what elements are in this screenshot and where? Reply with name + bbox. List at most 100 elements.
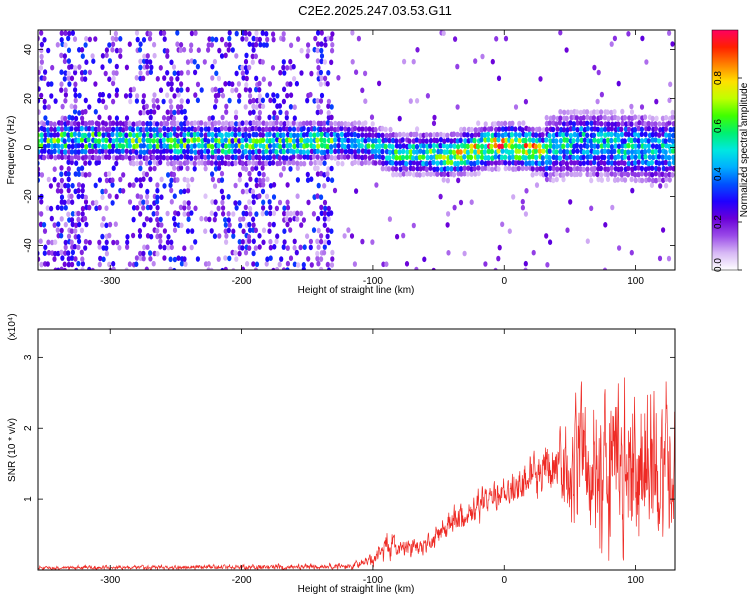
spectrogram-cell	[257, 126, 262, 132]
spectrogram-cell	[73, 69, 78, 76]
spectrogram-cell	[643, 171, 649, 177]
spectrogram-cell	[141, 176, 146, 182]
spectrogram-cell	[253, 125, 258, 132]
spectrogram-cell	[305, 233, 310, 239]
spectrogram-cell	[411, 58, 416, 65]
spectrogram-cell	[189, 244, 194, 251]
spectrogram-cell	[401, 148, 406, 155]
spectrogram-cell	[114, 36, 119, 42]
spectrogram-cell	[636, 137, 641, 144]
spectrogram-cell	[380, 132, 385, 139]
spectrogram-cell	[248, 176, 253, 182]
spectrogram-cell	[52, 256, 57, 262]
spectrogram-cell	[333, 143, 338, 149]
spectrogram-cell	[359, 160, 364, 167]
spectrogram-cell	[77, 238, 82, 245]
spectrogram-cell	[661, 121, 666, 127]
spectrogram-cell	[267, 228, 272, 234]
spectrogram-cell	[93, 182, 98, 189]
spectrogram-x-tick-label: 100	[627, 276, 644, 287]
spectrogram-cell	[87, 239, 92, 246]
spectrogram-cell	[425, 171, 430, 177]
spectrogram-cell	[220, 267, 225, 270]
spectrogram-cell	[145, 120, 150, 127]
spectrogram-cell	[227, 97, 232, 104]
spectrogram-cell	[381, 160, 386, 167]
spectrogram-cell	[244, 69, 249, 75]
spectrogram-cell	[55, 227, 60, 233]
spectrogram-cell	[70, 211, 75, 217]
spectrogram-cell	[145, 244, 150, 250]
spectrogram-cell	[172, 120, 177, 127]
spectrogram-cell	[148, 250, 153, 256]
spectrogram-cell	[311, 120, 317, 126]
spectrogram-cell	[104, 245, 109, 251]
spectrogram-cell	[395, 233, 400, 240]
spectrogram-cell	[592, 109, 597, 115]
spectrogram-cell	[42, 154, 47, 161]
spectrogram-cell	[148, 69, 153, 75]
spectrogram-cell	[592, 165, 597, 172]
spectrogram-cell	[176, 138, 181, 144]
spectrogram-cell	[636, 159, 641, 166]
spectrogram-cell	[626, 31, 631, 37]
spectrogram-cell	[568, 154, 573, 160]
spectrogram-cell	[192, 160, 197, 167]
spectrogram-cell	[110, 131, 115, 138]
spectrogram-cell	[609, 171, 614, 177]
spectrogram-cell	[325, 261, 330, 268]
spectrogram-cell	[80, 193, 85, 200]
spectrogram-cell	[159, 121, 164, 127]
spectrogram-cell	[221, 211, 226, 217]
spectrogram-cell	[605, 137, 611, 144]
spectrogram-cell	[251, 261, 256, 267]
spectrogram-cell	[438, 193, 443, 200]
spectrogram-cell	[94, 148, 99, 155]
spectrogram-cell	[483, 155, 488, 161]
spectrogram-cell	[448, 154, 454, 161]
spectrogram-cell	[67, 143, 72, 150]
spectrogram-cell	[407, 143, 412, 150]
spectrogram-cell	[107, 193, 112, 199]
spectrogram-cell	[667, 132, 672, 139]
spectrogram-x-ticks: -300 -200 -100 0 100	[100, 30, 644, 287]
spectrogram-cell	[489, 126, 494, 132]
spectrogram-cell	[270, 65, 276, 71]
spectrogram-cell	[210, 125, 215, 132]
spectrogram-cell	[148, 176, 153, 183]
spectrogram-cell	[141, 75, 146, 82]
spectrogram-cell	[315, 165, 320, 171]
spectrogram-cell	[206, 261, 211, 267]
spectrogram-cell	[185, 154, 190, 160]
spectrogram-cell	[226, 217, 231, 223]
spectrogram-cell	[591, 115, 597, 121]
spectrogram-cell	[243, 30, 248, 36]
spectrogram-cell	[73, 81, 78, 88]
spectrogram-cell	[192, 166, 197, 172]
spectrogram-cell	[240, 36, 245, 42]
spectrogram-cell	[66, 255, 71, 262]
spectrogram-cell	[138, 131, 143, 138]
spectrogram-cell	[49, 215, 54, 222]
spectrogram-cell	[647, 176, 652, 183]
spectrogram-cell	[462, 131, 467, 138]
spectrogram-cell	[264, 148, 269, 154]
spectrogram-cell	[55, 204, 60, 211]
spectrogram-cell	[93, 36, 98, 42]
spectrogram-cell	[87, 266, 92, 270]
spectrogram-cell	[189, 42, 194, 48]
spectrogram-cell	[53, 98, 58, 104]
spectrogram-cell	[45, 261, 50, 267]
spectrogram-cell	[349, 233, 355, 239]
spectrogram-cell	[523, 211, 529, 217]
spectrogram-cell	[79, 249, 84, 256]
spectrogram-cell	[602, 267, 608, 270]
spectrogram-cell	[185, 120, 190, 126]
spectrogram-cell	[66, 70, 71, 77]
spectrogram-cell	[538, 76, 543, 82]
spectrogram-cell	[306, 199, 311, 206]
spectrogram-cell	[69, 159, 74, 166]
spectrogram-cell	[319, 266, 324, 270]
spectrogram-cell	[76, 171, 82, 177]
spectrogram-cell	[509, 132, 514, 138]
